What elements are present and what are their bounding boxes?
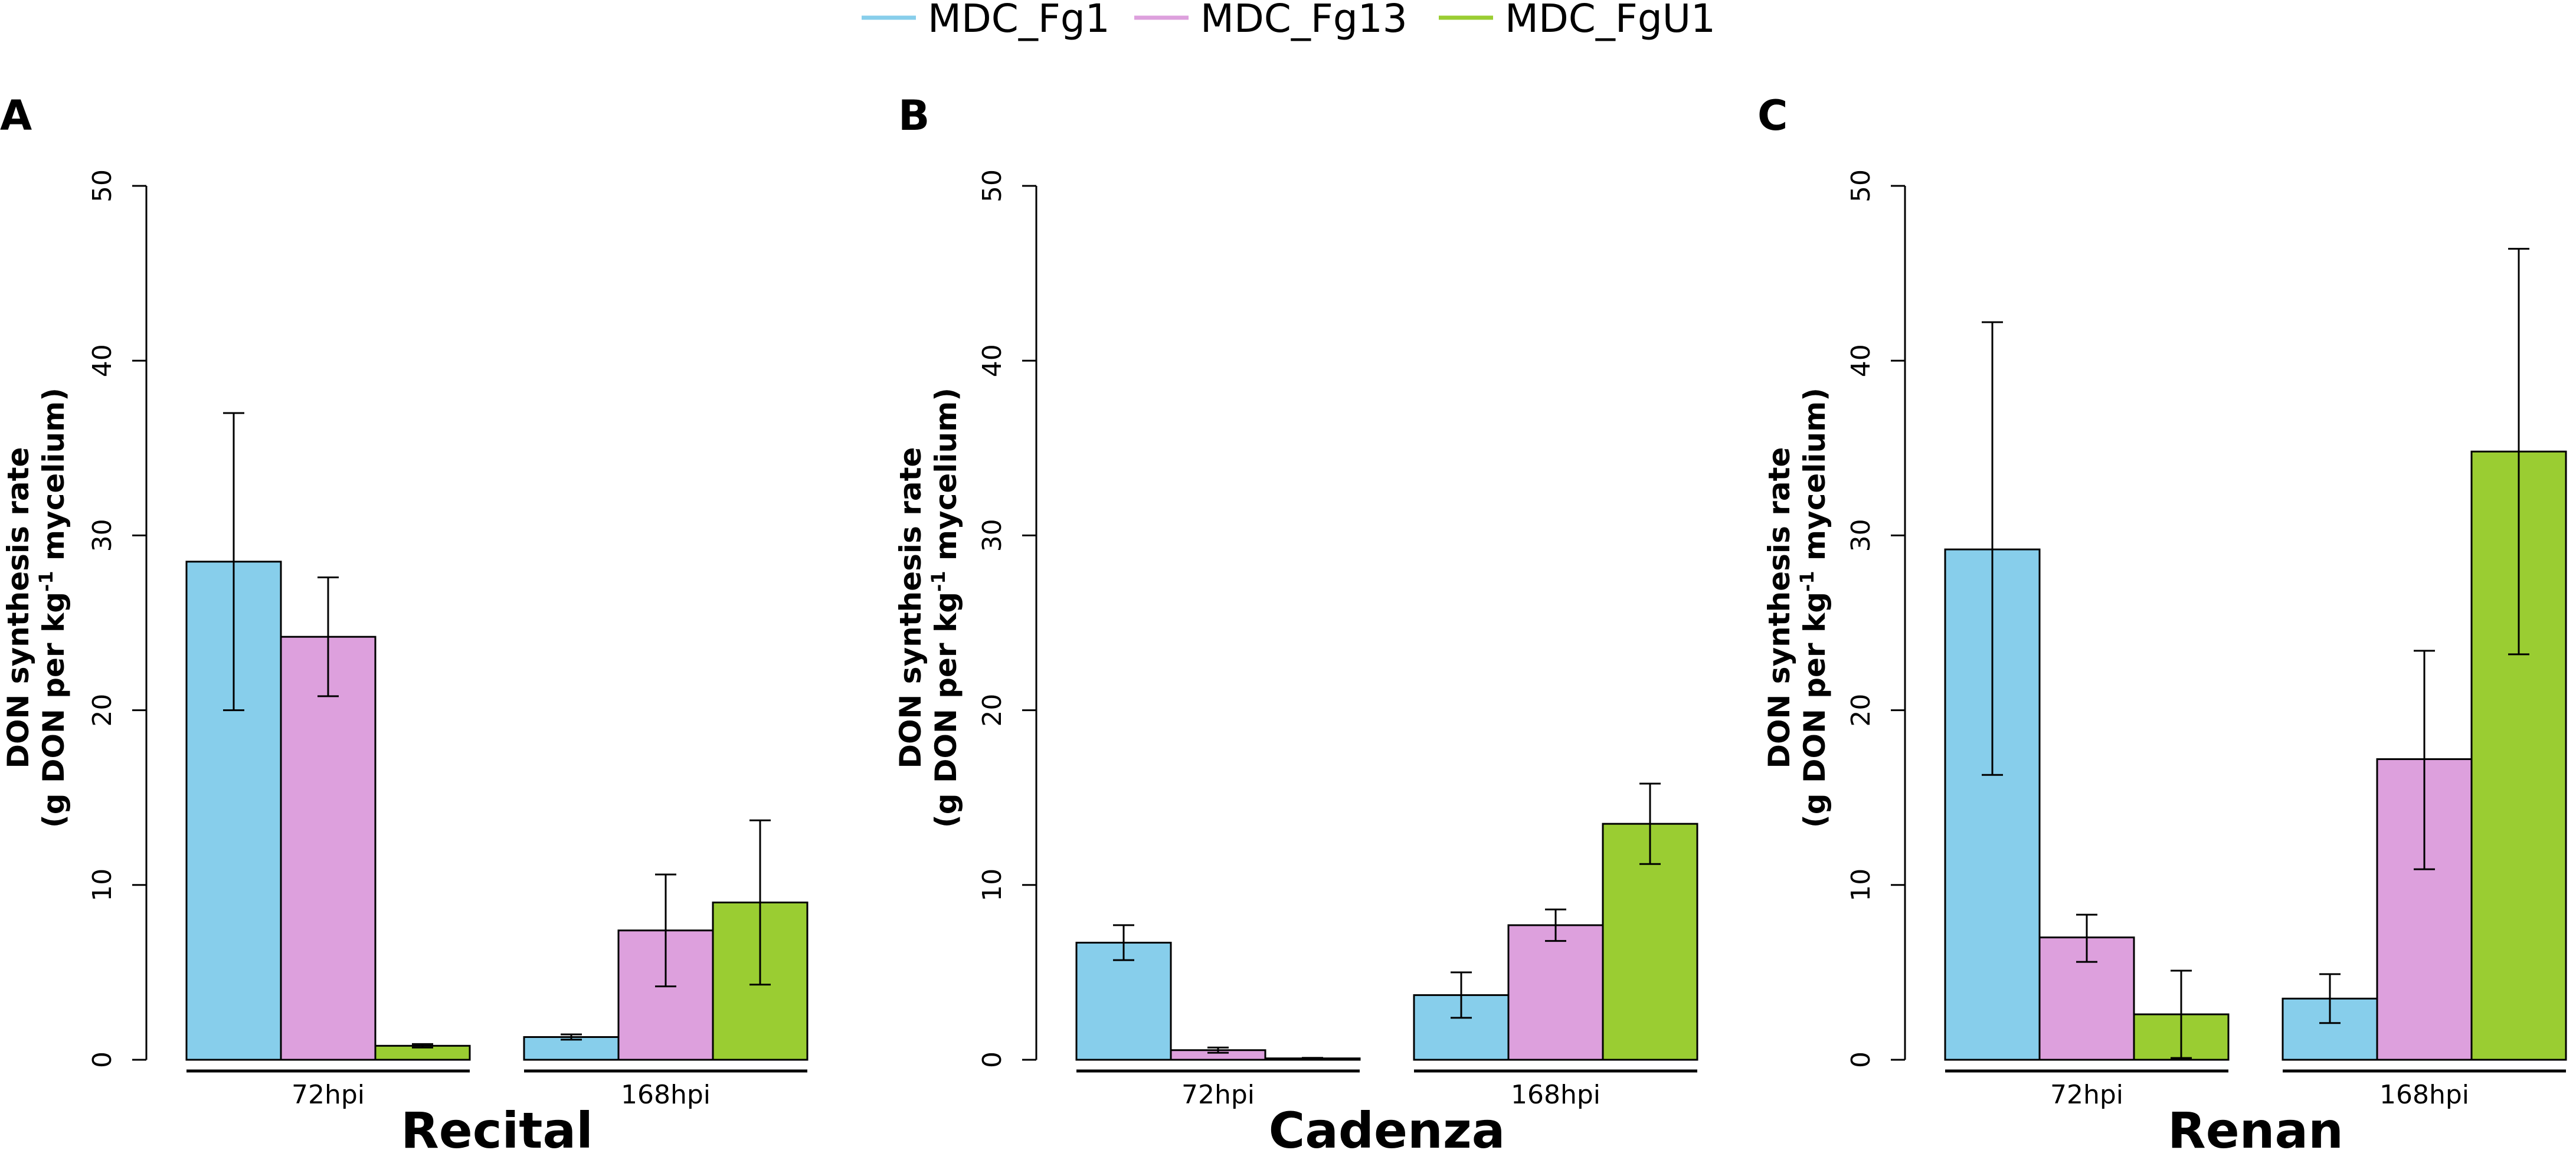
- bar-168hpi-mdc-fg13: [1507, 924, 1604, 1061]
- y-tick-label: 50: [977, 169, 1007, 202]
- y-axis-label-line2: (g DON per kg-1 mycelium): [35, 388, 71, 828]
- y-axis-label-line1: DON synthesis rate: [893, 447, 928, 769]
- y-axis-label-line1: DON synthesis rate: [1762, 447, 1796, 769]
- y-tick-label: 30: [87, 519, 117, 552]
- panel-a: A 0 10 20 30 40 50 DON synthesis rate (g DON per…: [0, 91, 809, 1153]
- legend-label-mdc-fg1: MDC_Fg1: [928, 0, 1110, 41]
- y-axis-label-line2: (g DON per kg-1 mycelium): [927, 388, 963, 828]
- category-label: 168hpi: [1511, 1080, 1600, 1110]
- legend-label-mdc-fgu1: MDC_FgU1: [1505, 0, 1716, 41]
- y-tick-label: 10: [1846, 869, 1876, 902]
- category-label: 72hpi: [2050, 1080, 2123, 1110]
- y-tick-label: 50: [87, 169, 117, 202]
- legend: MDC_Fg1 MDC_Fg13 MDC_FgU1: [862, 0, 1716, 41]
- category-label: 72hpi: [1181, 1080, 1255, 1110]
- y-tick-label: 30: [977, 519, 1007, 552]
- bar-168hpi-mdc-fg1: [2282, 997, 2378, 1061]
- category-label: 72hpi: [292, 1080, 365, 1110]
- y-tick-label: 40: [1846, 344, 1876, 377]
- y-tick-label: 40: [87, 344, 117, 377]
- y-tick-label: 20: [977, 694, 1007, 727]
- panel-letter: A: [0, 91, 32, 140]
- y-tick-label: 40: [977, 344, 1007, 377]
- y-tick-label: 30: [1846, 519, 1876, 552]
- panel-title: Cadenza: [1269, 1102, 1505, 1153]
- y-tick-label: 50: [1846, 169, 1876, 202]
- category-label: 168hpi: [2379, 1080, 2469, 1110]
- panel-b: B 0 10 20 30 40 50 DON synthesis rate (g DON per…: [893, 91, 1698, 1153]
- y-tick-label: 0: [977, 1052, 1007, 1068]
- y-axis-label-line1: DON synthesis rate: [1, 447, 35, 769]
- bar-72hpi-mdc-fg1: [1075, 942, 1172, 1061]
- y-tick-label: 0: [87, 1052, 117, 1068]
- bar-72hpi-mdc-fg13: [280, 636, 377, 1061]
- panel-c: C 0 10 20 30 40 50 DON synthesis rate (g DON per…: [1757, 91, 2567, 1153]
- panel-title: Recital: [401, 1102, 593, 1153]
- panel-letter: B: [898, 91, 929, 140]
- y-tick-label: 10: [977, 869, 1007, 902]
- y-tick-label: 20: [1846, 694, 1876, 727]
- panel-title: Renan: [2168, 1102, 2343, 1153]
- bar-168hpi-mdc-fg1: [523, 1036, 620, 1061]
- y-tick-label: 20: [87, 694, 117, 727]
- category-label: 168hpi: [621, 1080, 711, 1110]
- panel-letter: C: [1757, 91, 1788, 140]
- legend-label-mdc-fg13: MDC_Fg13: [1200, 0, 1408, 41]
- bar-168hpi-mdc-fg13: [617, 929, 714, 1061]
- y-axis-label-line2: (g DON per kg-1 mycelium): [1796, 388, 1832, 828]
- y-tick-label: 10: [87, 869, 117, 902]
- y-tick-label: 0: [1846, 1052, 1876, 1068]
